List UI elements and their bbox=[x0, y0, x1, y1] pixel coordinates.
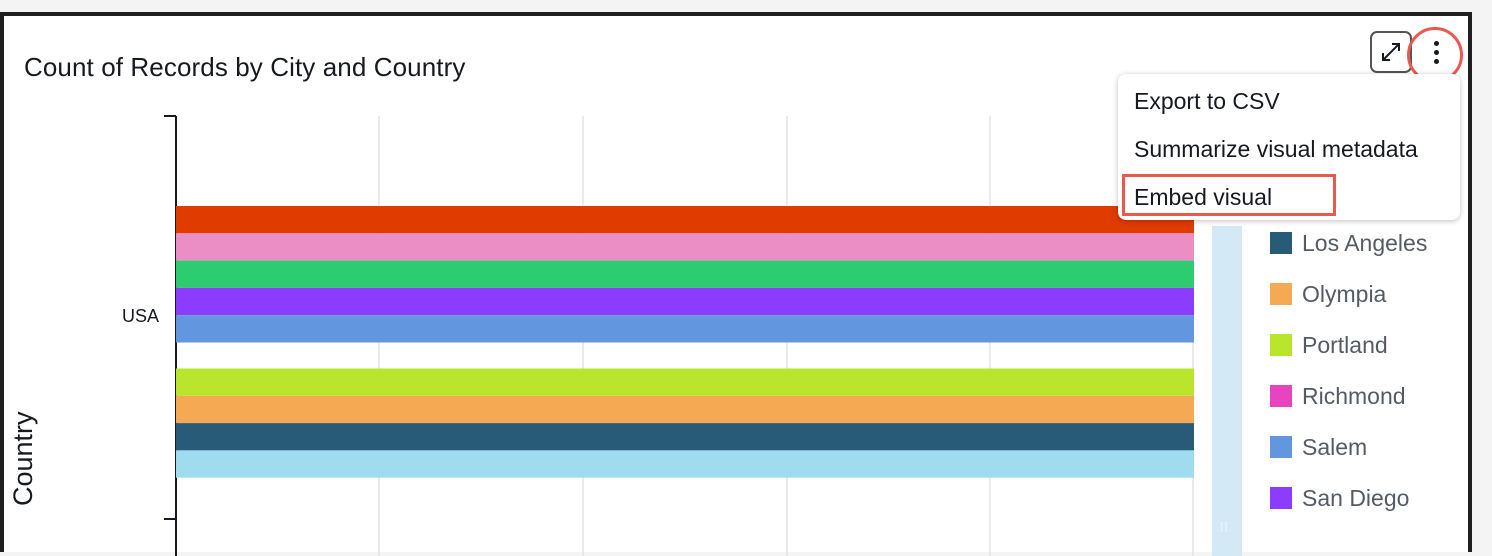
bar-usa-2 bbox=[176, 260, 1194, 288]
legend-item[interactable]: San Diego bbox=[1270, 483, 1409, 513]
bar-usa-3 bbox=[176, 287, 1194, 316]
legend-swatch bbox=[1270, 334, 1292, 356]
legend-swatch bbox=[1270, 232, 1292, 254]
legend-label: Portland bbox=[1302, 331, 1388, 358]
embed-visual-highlight bbox=[1122, 174, 1336, 216]
legend-label: Olympia bbox=[1302, 280, 1387, 307]
y-axis-title-text: Country bbox=[8, 411, 38, 506]
bar-usa-5 bbox=[176, 368, 1194, 396]
category-label-usa: USA bbox=[122, 306, 160, 326]
legend-item[interactable]: Olympia bbox=[1270, 279, 1386, 309]
expand-button[interactable] bbox=[1370, 31, 1412, 73]
legend-item[interactable]: Portland bbox=[1270, 330, 1388, 360]
menu-item-summarize-metadata[interactable]: Summarize visual metadata bbox=[1134, 136, 1418, 162]
menu-item-export-csv[interactable]: Export to CSV bbox=[1134, 88, 1280, 114]
legend-item[interactable]: Los Angeles bbox=[1270, 228, 1427, 258]
expand-arrows-icon bbox=[1382, 43, 1400, 61]
legend-label: Richmond bbox=[1302, 382, 1406, 409]
visual-title: Count of Records by City and Country bbox=[24, 52, 466, 82]
bar-usa-1 bbox=[176, 233, 1194, 261]
legend-label: Salem bbox=[1302, 433, 1368, 460]
legend-label: San Diego bbox=[1302, 484, 1410, 511]
legend-label: Los Angeles bbox=[1302, 229, 1428, 256]
menu-item-embed-visual[interactable]: Embed visual bbox=[1134, 184, 1273, 210]
legend-item[interactable]: Salem bbox=[1270, 432, 1367, 462]
y-axis-title: Country bbox=[8, 411, 68, 556]
bar-chart bbox=[164, 115, 1194, 556]
bar-usa-7 bbox=[176, 423, 1194, 451]
bar-usa-6 bbox=[176, 395, 1194, 424]
visual-menu: Export to CSV Summarize visual metadata … bbox=[1118, 74, 1460, 220]
legend-swatch bbox=[1270, 436, 1292, 458]
bar-usa-8 bbox=[176, 450, 1194, 478]
drag-handle-icon: ⁞⁞ bbox=[1220, 520, 1229, 534]
legend-item[interactable]: Richmond bbox=[1270, 381, 1406, 411]
legend-swatch bbox=[1270, 487, 1292, 509]
legend-scrollbar[interactable]: ⁞⁞ bbox=[1212, 226, 1242, 556]
bar-usa-0 bbox=[176, 206, 1194, 234]
legend-swatch bbox=[1270, 283, 1292, 305]
legend-swatch bbox=[1270, 385, 1292, 407]
bar-usa-4 bbox=[176, 315, 1194, 343]
